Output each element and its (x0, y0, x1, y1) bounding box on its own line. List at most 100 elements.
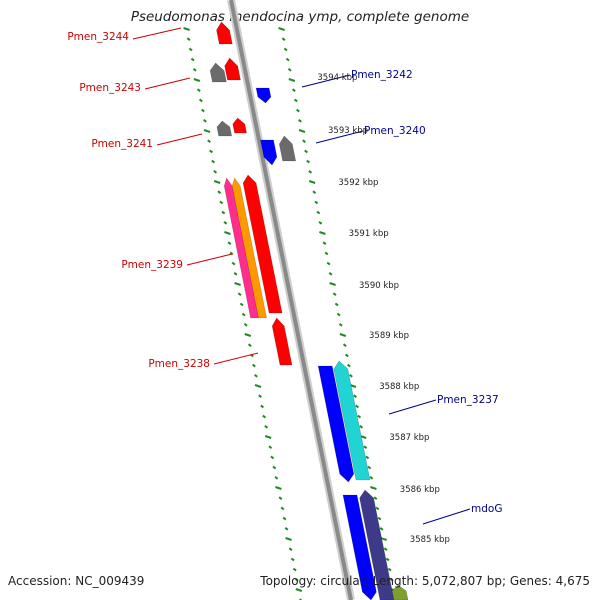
right-tick (334, 302, 339, 307)
gene-callouts: Pmen_3244 Pmen_3243 Pmen_3242 Pmen_3241 Pmen… (67, 27, 502, 525)
right-tick (367, 465, 372, 470)
gene-mdog-blue (342, 494, 377, 600)
right-tick (318, 221, 323, 225)
topology-value: circular; (320, 574, 369, 588)
left-tick (231, 261, 236, 266)
gene-label: Pmen_3241 (91, 138, 153, 150)
left-tick (294, 578, 299, 582)
right-tick (308, 180, 316, 184)
gene-label: Pmen_3238 (148, 358, 210, 370)
callout-line (315, 130, 364, 144)
gene-label: Pmen_3239 (121, 259, 183, 271)
accession-value: NC_009439 (75, 574, 145, 588)
gene-pmen-3244 (216, 21, 233, 45)
right-tick (375, 506, 380, 511)
accession-label: Accession: (8, 574, 72, 588)
left-tick (264, 435, 272, 439)
right-tick (293, 98, 298, 103)
right-tick (369, 476, 374, 480)
left-tick (295, 588, 303, 592)
right-tick (370, 486, 377, 490)
callout-line (301, 74, 351, 88)
gene-features (209, 21, 409, 600)
right-tick (359, 425, 364, 429)
left-tick (237, 292, 242, 296)
right-tick (357, 414, 362, 419)
right-tick (285, 57, 290, 62)
topology-label: Topology: (260, 574, 317, 588)
left-tick (224, 231, 231, 235)
genes-value: 4,675 (555, 574, 590, 588)
gene-label: Pmen_3242 (351, 69, 413, 81)
left-tick-track (183, 27, 303, 600)
gene-pmen-3239-orange (231, 177, 267, 319)
right-tick (349, 374, 353, 378)
accession-info: Accession: NC_009439 (8, 574, 144, 588)
kbp-scale-labels: 3594 kbp 3593 kbp 3592 kbp 3591 kbp 3590 kbp… (317, 73, 449, 545)
kbp-label: 3594 kbp (317, 73, 357, 83)
left-tick (247, 343, 252, 347)
left-tick (227, 241, 232, 245)
right-tick (332, 292, 337, 296)
gene-label: mdoG (471, 503, 502, 515)
kbp-label: 3590 kbp (359, 281, 399, 291)
left-tick (229, 251, 234, 256)
left-tick (186, 37, 191, 41)
gene-pmen-3238 (271, 317, 293, 366)
kbp-label: 3593 kbp (328, 126, 368, 136)
callout-line (388, 399, 437, 415)
right-tick (336, 312, 341, 317)
left-tick (243, 323, 248, 327)
gene-pmen-3237-blue (317, 365, 355, 483)
right-tick (329, 282, 336, 286)
left-tick (278, 496, 283, 500)
left-tick (274, 476, 279, 480)
left-tick (233, 272, 238, 276)
right-tick (342, 343, 347, 347)
gene-pmen-3237 (333, 360, 371, 481)
left-tick (239, 302, 244, 307)
right-tick (365, 455, 370, 460)
gene-pmen-3243-gray (209, 62, 227, 83)
left-tick (241, 312, 246, 317)
gene-label: Pmen_3244 (67, 31, 129, 43)
left-tick (268, 445, 273, 449)
left-tick (272, 465, 277, 470)
gene-pmen-3240-gray (278, 135, 297, 162)
left-tick (217, 190, 222, 194)
right-tick (355, 404, 359, 409)
right-tick (291, 88, 296, 92)
kbp-label: 3586 kbp (400, 485, 440, 495)
left-tick (254, 374, 258, 378)
genome-summary: Topology: circular; Length: 5,072,807 bp… (260, 574, 590, 588)
left-tick (198, 98, 203, 103)
length-label: Length: (372, 574, 419, 588)
left-tick (196, 88, 201, 92)
gene-pmen-3240 (260, 139, 278, 166)
right-tick (338, 323, 343, 327)
callout-line (213, 352, 259, 365)
left-tick (290, 557, 295, 562)
left-tick (292, 567, 297, 572)
right-tick (339, 333, 347, 337)
gene-pmen-3242 (255, 87, 272, 104)
right-tick (385, 557, 390, 562)
callout-line (422, 508, 471, 525)
backbone-line (229, 0, 353, 600)
gene-pmen-3239 (242, 174, 283, 314)
left-tick (213, 170, 218, 174)
left-tick (284, 527, 289, 531)
right-tick (326, 261, 331, 266)
gene-label: Pmen_3240 (364, 125, 426, 137)
left-tick (219, 200, 224, 205)
right-tick (281, 37, 286, 41)
callout-line (144, 77, 191, 90)
left-tick (275, 486, 282, 490)
callout-line (156, 133, 203, 146)
gene-pmen-3241-gray (216, 120, 233, 137)
left-tick (203, 119, 207, 123)
gene-pmen-3241 (232, 117, 247, 134)
left-tick (282, 516, 287, 521)
left-tick (258, 394, 262, 398)
right-tick (389, 578, 394, 582)
